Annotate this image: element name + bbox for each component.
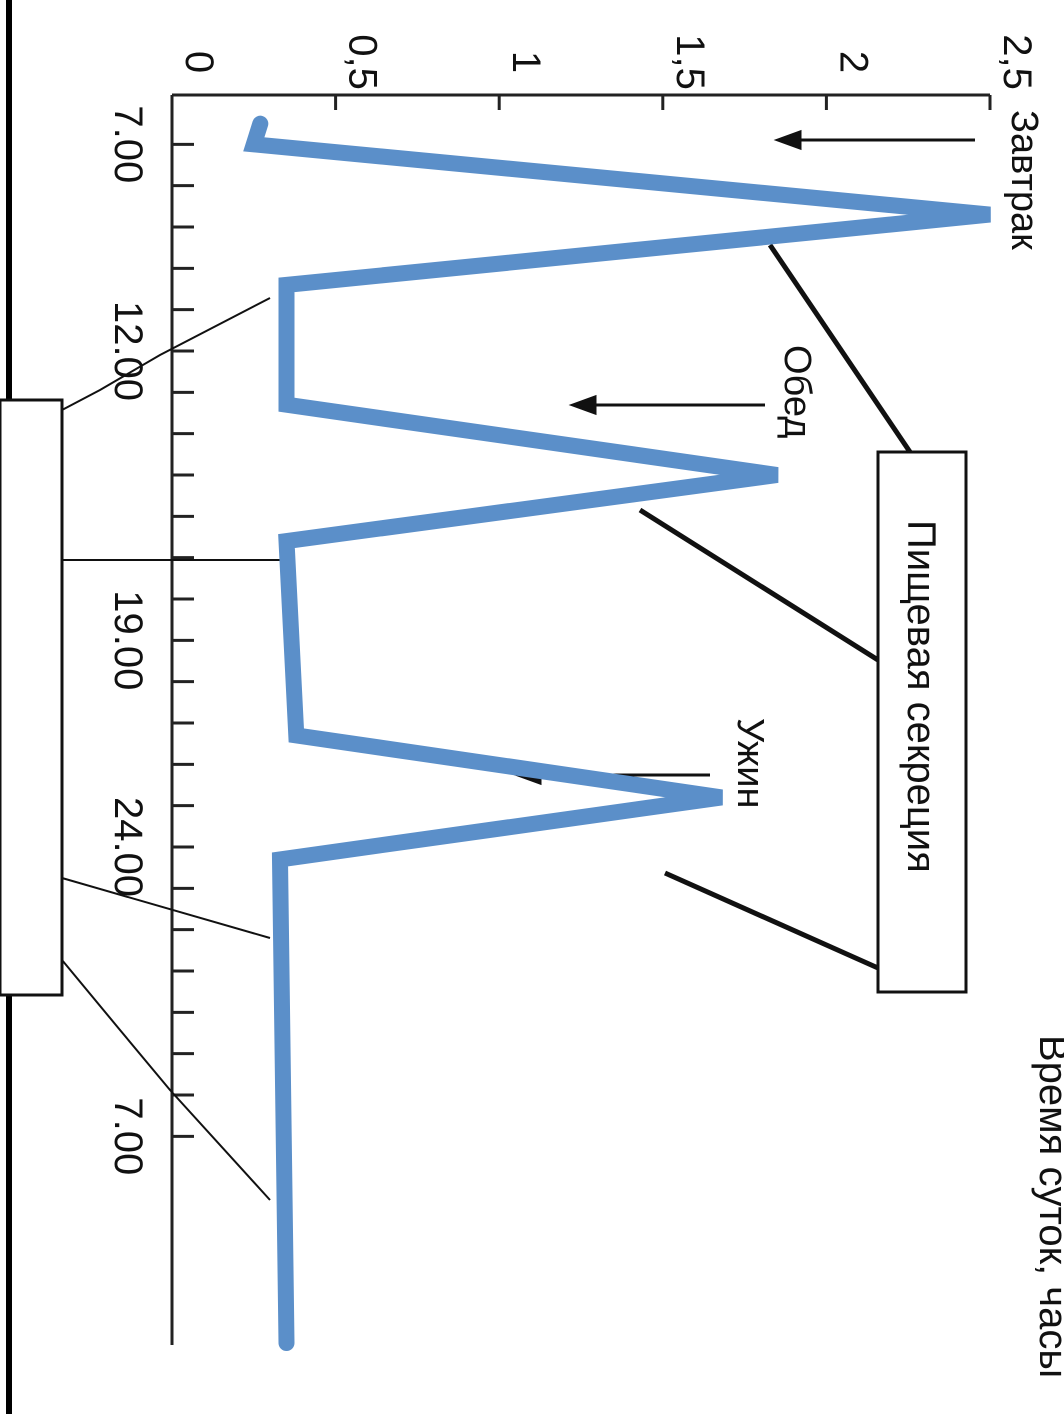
value-tick-label-3: 1,5 <box>668 34 712 90</box>
value-axis-ticks <box>170 95 992 110</box>
time-axis-ticks <box>172 142 194 1138</box>
value-tick-label-0: 0 <box>177 51 221 73</box>
meal-label-dinner: Ужин <box>729 718 771 809</box>
time-tick-label-0: 7.00 <box>106 105 150 183</box>
secretion-box <box>876 450 968 994</box>
value-tick-label-1: 0,5 <box>341 34 385 90</box>
meal-arrows <box>513 129 975 786</box>
breakfast-arrowhead <box>773 129 802 151</box>
value-tick-label-2: 1 <box>504 51 548 73</box>
time-tick-label-2: 19.00 <box>106 590 150 690</box>
meal-label-breakfast: Завтрак <box>1003 110 1045 250</box>
meal-label-lunch: Обед <box>776 345 818 438</box>
lunch-arrowhead <box>568 394 597 416</box>
time-tick-label-1: 12.00 <box>106 301 150 401</box>
leader-sleep-morning <box>61 297 271 411</box>
value-tick-label-5: 2,5 <box>995 34 1039 90</box>
x-axis-label: Время суток, часы <box>1031 1035 1064 1378</box>
leader-dinner <box>663 870 880 971</box>
leader-sleep-evening <box>61 877 271 939</box>
value-tick-label-4: 2 <box>831 51 875 73</box>
leader-sleep-night <box>61 959 271 1201</box>
secretion-leaders <box>638 243 913 971</box>
time-tick-label-4: 7.00 <box>106 1097 150 1175</box>
leader-breakfast <box>767 243 913 454</box>
secretion-label: Пищевая секреция <box>899 520 943 873</box>
series-line <box>243 115 991 1351</box>
sleep-leaders <box>61 297 280 1201</box>
sleep-box <box>0 398 64 997</box>
leader-lunch <box>638 507 880 663</box>
time-tick-label-3: 24.00 <box>106 797 150 897</box>
